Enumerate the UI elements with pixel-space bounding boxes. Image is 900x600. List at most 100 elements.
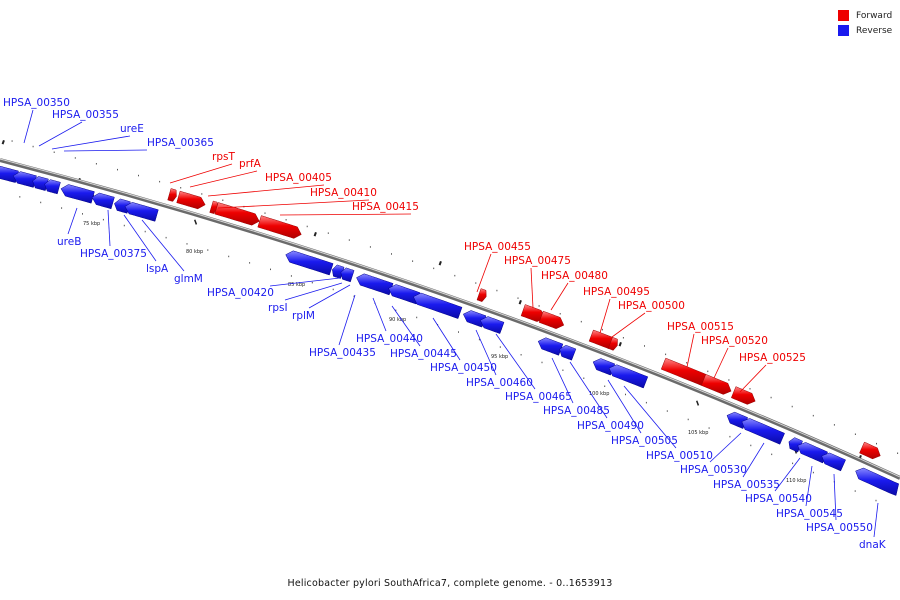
- label-leader-lines: [23, 109, 879, 538]
- gene-label-uree[interactable]: ureE: [120, 123, 144, 135]
- tick-dot: [875, 499, 877, 502]
- legend-reverse: Reverse: [838, 23, 892, 38]
- tick-dot: [311, 281, 313, 284]
- forward-gene-arrow[interactable]: [476, 288, 487, 302]
- tick-dot: [433, 267, 435, 270]
- scale-tick-label: 110 kbp: [786, 478, 806, 484]
- gene-label-hpsa-00435[interactable]: HPSA_00435: [309, 347, 376, 359]
- tick-dot: [74, 157, 76, 159]
- forward-gene-arrow[interactable]: [214, 202, 260, 226]
- forward-gene-arrow[interactable]: [859, 441, 881, 460]
- forward-gene-arrow[interactable]: [167, 188, 177, 202]
- reverse-gene-arrow[interactable]: [60, 184, 95, 204]
- gene-label-prfa[interactable]: prfA: [239, 158, 262, 170]
- tick-dot: [749, 388, 751, 390]
- tick-dot: [53, 151, 55, 153]
- tick-dot: [833, 424, 835, 426]
- leader-hpsa-00530: [709, 432, 742, 463]
- gene-label-hpsa-00490[interactable]: HPSA_00490: [577, 420, 644, 432]
- tick-dot: [159, 180, 161, 183]
- reverse-gene-arrow[interactable]: [559, 344, 577, 361]
- gene-label-hpsa-00485[interactable]: HPSA_00485: [543, 405, 610, 417]
- leader-rpsi: [284, 282, 343, 301]
- gene-label-hpsa-00355[interactable]: HPSA_00355: [52, 109, 119, 121]
- gene-label-hpsa-00510[interactable]: HPSA_00510: [646, 450, 713, 462]
- forward-gene-arrow[interactable]: [538, 310, 565, 329]
- reverse-gene-arrow[interactable]: [479, 316, 505, 334]
- tick-dot: [458, 331, 459, 333]
- gene-label-hpsa-00440[interactable]: HPSA_00440: [356, 333, 423, 345]
- leader-hpsa-00545: [805, 465, 813, 507]
- gene-label-hpsa-00410[interactable]: HPSA_00410: [310, 187, 377, 199]
- gene-label-hpsa-00525[interactable]: HPSA_00525: [739, 352, 806, 364]
- reverse-gene-arrow[interactable]: [44, 179, 61, 195]
- gene-label-hpsa-00420[interactable]: HPSA_00420: [207, 287, 274, 299]
- forward-gene-arrow[interactable]: [660, 357, 710, 386]
- gene-label-hpsa-00455[interactable]: HPSA_00455: [464, 241, 531, 253]
- tick-dot: [897, 452, 899, 454]
- gene-label-hpsa-00365[interactable]: HPSA_00365: [147, 137, 214, 149]
- scale-tick-mark: [696, 400, 700, 406]
- gene-label-lspa[interactable]: lspA: [146, 263, 169, 275]
- gene-label-rpsi[interactable]: rpsI: [268, 302, 288, 314]
- gene-label-hpsa-00505[interactable]: HPSA_00505: [611, 435, 678, 447]
- gene-label-hpsa-00415[interactable]: HPSA_00415: [352, 201, 419, 213]
- reverse-gene-arrow[interactable]: [608, 364, 649, 389]
- gene-label-hpsa-00550[interactable]: HPSA_00550: [806, 522, 873, 534]
- gene-label-hpsa-00515[interactable]: HPSA_00515: [667, 321, 734, 333]
- gene-label-hpsa-00460[interactable]: HPSA_00460: [466, 377, 533, 389]
- reverse-gene-arrow[interactable]: [741, 418, 785, 445]
- gene-label-dnak[interactable]: dnaK: [859, 539, 887, 551]
- leader-hpsa-00490: [569, 361, 608, 419]
- forward-gene-arrow[interactable]: [607, 336, 618, 351]
- reverse-gene-arrow[interactable]: [124, 202, 159, 222]
- reverse-gene-arrow[interactable]: [340, 267, 355, 283]
- tick-dot: [496, 289, 498, 292]
- tick-dot: [32, 145, 34, 148]
- gene-label-hpsa-00535[interactable]: HPSA_00535: [713, 479, 780, 491]
- reverse-gene-arrow[interactable]: [91, 192, 115, 210]
- tick-dot: [270, 268, 271, 271]
- gene-label-rplm[interactable]: rplM: [292, 310, 315, 322]
- gene-label-hpsa-00465[interactable]: HPSA_00465: [505, 391, 572, 403]
- leader-hpsa-00505: [607, 379, 642, 434]
- tick-dot: [207, 249, 209, 251]
- gene-label-hpsa-00545[interactable]: HPSA_00545: [776, 508, 843, 520]
- tick-dot: [61, 207, 63, 209]
- scale-tick-label: 100 kbp: [589, 391, 609, 397]
- gene-label-hpsa-00480[interactable]: HPSA_00480: [541, 270, 608, 282]
- reverse-gene-arrow[interactable]: [12, 171, 37, 188]
- gene-label-hpsa-00500[interactable]: HPSA_00500: [618, 300, 685, 312]
- forward-gene-arrow[interactable]: [257, 215, 302, 239]
- tick-dot: [792, 462, 794, 465]
- tick-dot: [854, 490, 856, 492]
- gene-label-rpst[interactable]: rpsT: [212, 151, 235, 163]
- leader-hpsa-00445: [391, 305, 421, 347]
- reverse-gene-arrow[interactable]: [821, 452, 846, 472]
- gene-label-hpsa-00405[interactable]: HPSA_00405: [265, 172, 332, 184]
- gene-label-glmm[interactable]: glmM: [174, 273, 203, 285]
- forward-gene-arrow[interactable]: [176, 190, 206, 210]
- gene-label-hpsa-00520[interactable]: HPSA_00520: [701, 335, 768, 347]
- gene-label-hpsa-00450[interactable]: HPSA_00450: [430, 362, 497, 374]
- reverse-gene-arrow[interactable]: [855, 467, 899, 496]
- gene-label-hpsa-00530[interactable]: HPSA_00530: [680, 464, 747, 476]
- gene-label-hpsa-00375[interactable]: HPSA_00375: [80, 248, 147, 260]
- gene-label-ureb[interactable]: ureB: [57, 236, 81, 248]
- gene-label-hpsa-00495[interactable]: HPSA_00495: [583, 286, 650, 298]
- forward-gene-arrow[interactable]: [700, 373, 732, 395]
- forward-gene-arrow[interactable]: [730, 386, 756, 405]
- gene-label-hpsa-00445[interactable]: HPSA_00445: [390, 348, 457, 360]
- tick-dot: [82, 213, 83, 215]
- leader-hpsa-00375: [107, 209, 111, 247]
- tick-dot: [562, 369, 564, 371]
- leader-lspa: [123, 214, 157, 262]
- reverse-gene-arrow[interactable]: [537, 337, 564, 356]
- gene-label-hpsa-00350[interactable]: HPSA_00350: [3, 97, 70, 109]
- gene-label-hpsa-00540[interactable]: HPSA_00540: [745, 493, 812, 505]
- reverse-gene-arrow[interactable]: [413, 292, 463, 319]
- reverse-gene-arrow[interactable]: [285, 250, 334, 276]
- tick-dot: [812, 471, 814, 474]
- gene-label-hpsa-00475[interactable]: HPSA_00475: [504, 255, 571, 267]
